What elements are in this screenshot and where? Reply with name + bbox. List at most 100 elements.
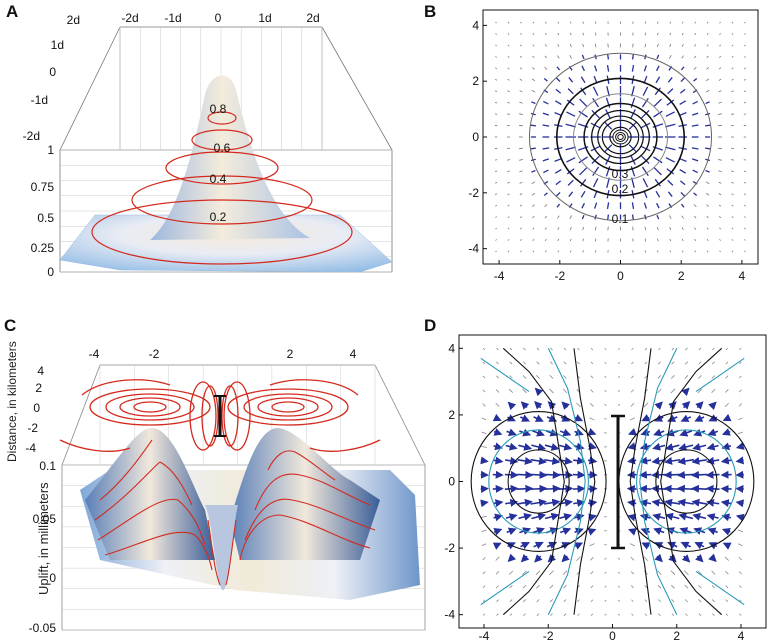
panel-b-arrow: [706, 33, 709, 36]
panel-b-y-tick: 0: [472, 130, 479, 144]
panel-d-arrow: [480, 499, 489, 508]
panel-b-arrow: [495, 216, 498, 218]
panel-d-arrow: [522, 375, 527, 379]
panel-d-arrow: [531, 443, 547, 451]
panel-d-arrow: [670, 388, 676, 394]
panel-d-arrow: [683, 570, 689, 576]
panel-b-arrow: [507, 56, 510, 58]
panel-b-arrow: [494, 101, 498, 104]
panel-d-arrow: [711, 361, 715, 365]
panel-d-arrow: [671, 361, 675, 365]
panel-d-arrow: [533, 541, 544, 550]
panel-b-arrow: [495, 239, 497, 241]
panel-b-arrow: [532, 33, 535, 36]
panel-b-arrow: [691, 124, 699, 127]
panel-b-arrow: [542, 158, 549, 162]
panel-b-arrow: [653, 110, 663, 118]
panel-d-arrow: [738, 543, 743, 547]
panel-d-arrow: [657, 388, 662, 394]
panel-c-y-tick: 2: [35, 381, 42, 395]
panel-d-arrow: [692, 442, 707, 451]
panel-d-arrow: [530, 484, 548, 493]
panel-b-arrow: [532, 227, 535, 230]
panel-b-arrow: [582, 32, 584, 36]
panel-b-arrow: [568, 191, 574, 197]
panel-d-arrow: [680, 541, 692, 550]
panel-d-arrow: [652, 513, 666, 521]
panel-a-contours: [91, 111, 353, 265]
panel-d-arrow: [677, 498, 694, 507]
panel-c-z-tick: 0.05: [33, 512, 57, 526]
panel-b-arrow: [554, 100, 562, 106]
panel-b-arrow: [555, 88, 562, 94]
panel-b-arrow: [495, 227, 497, 230]
panel-b-arrow: [693, 215, 697, 219]
panel-b-contour-label: 0.3: [612, 167, 629, 181]
panel-d-arrow: [639, 442, 651, 451]
panel-d-field-lines: [470, 347, 755, 616]
panel-d-arrow: [544, 457, 561, 465]
panel-b-arrow: [718, 55, 722, 58]
panel-c-x-tick: 4: [350, 347, 357, 361]
panel-d-x-tick: 0: [609, 629, 616, 642]
panel-d-arrow: [708, 542, 718, 550]
panel-b-arrow: [581, 202, 586, 209]
panel-b-arrow: [495, 250, 497, 253]
panel-b-arrow: [507, 239, 510, 241]
panel-d-arrow: [644, 375, 648, 379]
panel-d-arrow: [604, 403, 607, 407]
panel-d-arrow: [725, 585, 729, 589]
panel-d-arrow: [604, 389, 607, 393]
panel-d-arrow: [563, 584, 567, 589]
panel-d-arrow: [690, 484, 708, 493]
panel-b-arrow: [719, 227, 721, 230]
panel-b-arrow: [643, 65, 647, 72]
panel-a-side-tick: 0: [49, 65, 56, 79]
panel-d-arrow: [481, 515, 487, 518]
panel-b-arrow: [495, 21, 497, 24]
panel-d-arrow: [590, 361, 594, 365]
panel-d-arrow: [493, 513, 503, 522]
panel-b-arrow: [656, 214, 660, 220]
panel-b-arrow: [590, 145, 601, 152]
panel-d-arrow: [641, 542, 651, 550]
panel-d-arrow: [604, 613, 607, 616]
panel-b-arrow: [668, 55, 672, 59]
panel-b-arrow: [655, 202, 660, 209]
panel-b-arrow: [532, 215, 535, 219]
panel-c-surface-contour: [244, 498, 376, 541]
panel-d-arrow: [617, 403, 621, 407]
panel-c-z-tick: -0.05: [29, 621, 57, 635]
panel-d-arrow: [671, 347, 675, 351]
panel-b-arrow: [680, 66, 685, 71]
panel-b-arrow: [656, 226, 659, 231]
panel-d-arrow: [534, 387, 544, 397]
panel-b-arrow: [743, 56, 746, 58]
panel-b-arrow: [591, 109, 600, 119]
panel-d-arrow: [506, 527, 517, 536]
panel-a-side-tick: -1d: [31, 93, 48, 107]
panel-d-arrow: [481, 445, 487, 449]
panel-b-arrow: [507, 33, 510, 35]
panel-b-arrow: [681, 21, 684, 24]
panel-d-arrow: [589, 417, 595, 421]
panel-d-arrow: [496, 599, 499, 602]
panel-d-arrow: [558, 484, 574, 493]
panel-b-arrow: [507, 113, 510, 115]
panel-d-arrow: [574, 542, 584, 550]
panel-d-arrow: [617, 599, 620, 602]
panel-b-arrow: [507, 193, 510, 196]
panel-b-arrow: [594, 238, 597, 242]
panel-d-arrow: [590, 571, 594, 575]
panel-b-arrow: [653, 167, 662, 176]
panel-d-arrow: [658, 613, 661, 616]
panel-b-arrow: [532, 67, 535, 70]
panel-b-arrow: [718, 159, 722, 161]
panel-d-arrow: [691, 456, 707, 465]
panel-d-arrow: [630, 571, 635, 575]
panel-d-arrow: [617, 571, 621, 574]
panel-b-arrow: [743, 204, 746, 207]
panel-b-x-tick: 0: [617, 269, 624, 283]
panel-b-x-tick: -4: [494, 269, 505, 283]
panel-d-arrow: [604, 571, 607, 574]
